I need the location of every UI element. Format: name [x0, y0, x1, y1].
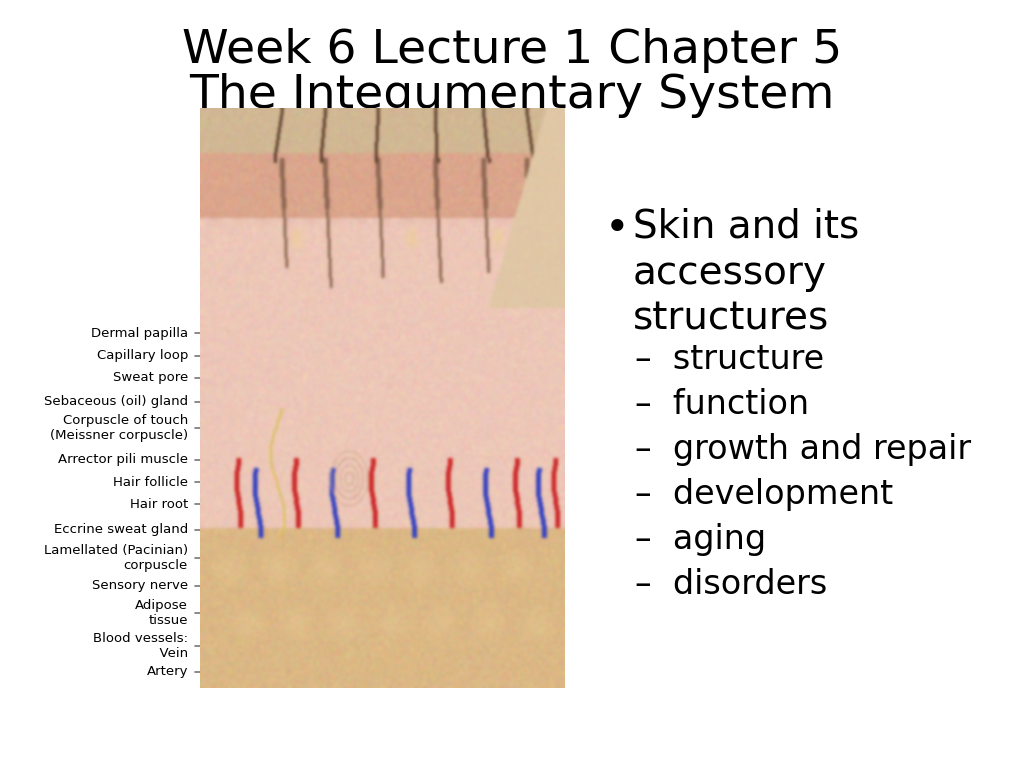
Text: Eccrine sweat gland: Eccrine sweat gland	[53, 524, 188, 537]
Text: Capillary loop: Capillary loop	[96, 349, 188, 362]
Text: The Integumentary System: The Integumentary System	[189, 73, 835, 118]
Text: –  aging: – aging	[635, 523, 766, 556]
Text: Corpuscle of touch
(Meissner corpuscle): Corpuscle of touch (Meissner corpuscle)	[50, 414, 188, 442]
Text: Sweat pore: Sweat pore	[113, 372, 188, 385]
Text: –  function: – function	[635, 388, 809, 421]
Text: Lamellated (Pacinian)
corpuscle: Lamellated (Pacinian) corpuscle	[44, 544, 188, 572]
Text: Skin and its
accessory
structures: Skin and its accessory structures	[633, 208, 859, 337]
Text: –  structure: – structure	[635, 343, 824, 376]
Text: Week 6 Lecture 1 Chapter 5: Week 6 Lecture 1 Chapter 5	[182, 28, 842, 73]
Text: •: •	[605, 208, 630, 250]
Text: –  disorders: – disorders	[635, 568, 827, 601]
Text: Adipose
tissue: Adipose tissue	[135, 599, 188, 627]
Text: Arrector pili muscle: Arrector pili muscle	[58, 453, 188, 466]
Text: Blood vessels:
  Vein: Blood vessels: Vein	[93, 632, 188, 660]
Text: Sensory nerve: Sensory nerve	[92, 580, 188, 592]
Text: Hair root: Hair root	[130, 498, 188, 511]
Text: Hair follicle: Hair follicle	[113, 475, 188, 488]
Text: Sebaceous (oil) gland: Sebaceous (oil) gland	[44, 396, 188, 409]
Text: –  development: – development	[635, 478, 893, 511]
Text: –  growth and repair: – growth and repair	[635, 433, 971, 466]
Text: Dermal papilla: Dermal papilla	[91, 326, 188, 339]
Text: Artery: Artery	[146, 666, 188, 678]
